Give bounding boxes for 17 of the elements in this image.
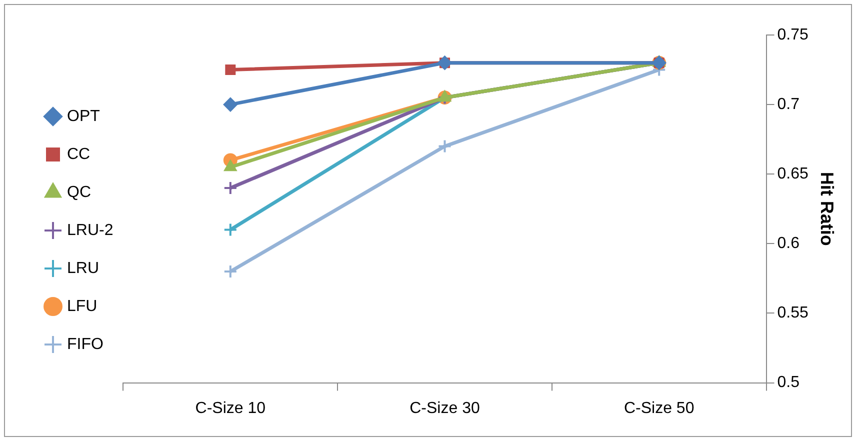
y-tick-label: 0.6 <box>777 235 800 252</box>
legend-label: CC <box>67 146 90 163</box>
legend-label: OPT <box>67 108 100 125</box>
y-tick-label: 0.5 <box>777 374 800 392</box>
x-tick-label: C-Size 30 <box>410 400 480 417</box>
legend-label: LRU-2 <box>67 222 114 239</box>
y-tick-label: 0.55 <box>777 304 808 322</box>
legend-label: FIFO <box>67 336 104 353</box>
y-axis-title: Hit Ratio <box>817 172 838 246</box>
y-tick-label: 0.65 <box>777 166 808 183</box>
legend-label: LRU <box>67 260 100 277</box>
y-tick-label: 0.7 <box>777 96 800 113</box>
x-tick-label: C-Size 10 <box>195 400 266 417</box>
legend-label: LFU <box>67 298 98 315</box>
x-tick-label: C-Size 50 <box>624 400 694 417</box>
legend-label: QC <box>67 184 91 201</box>
y-tick-label: 0.75 <box>777 26 808 44</box>
